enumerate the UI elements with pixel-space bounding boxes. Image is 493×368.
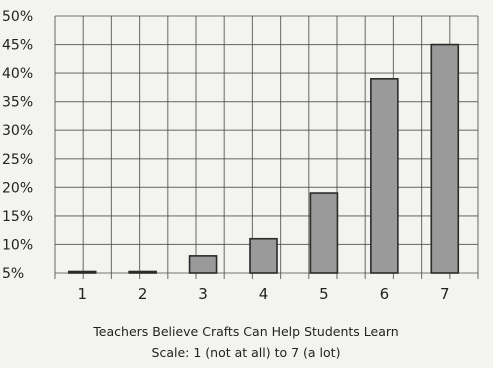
y-tick-label: 30% — [2, 123, 33, 139]
y-tick-label: 40% — [2, 66, 33, 82]
x-tick-label: 5 — [319, 285, 329, 303]
y-tick-label: 15% — [2, 209, 33, 225]
y-tick-label: 35% — [2, 95, 33, 111]
x-tick-label: 6 — [380, 285, 390, 303]
x-tick-label: 7 — [440, 285, 450, 303]
y-tick-label: 25% — [2, 152, 33, 168]
bar-2 — [128, 270, 157, 274]
chart-subtitle: Scale: 1 (not at all) to 7 (a lot) — [152, 345, 341, 360]
x-tick-label: 2 — [138, 285, 148, 303]
bar-3 — [188, 255, 218, 274]
bar-7 — [430, 43, 460, 274]
y-tick-label: 5% — [2, 266, 24, 282]
bar-1 — [67, 270, 97, 274]
y-tick-label: 50% — [2, 9, 33, 25]
y-tick-label: 20% — [2, 180, 33, 196]
bars — [67, 43, 460, 274]
x-tick-label: 3 — [198, 285, 208, 303]
bar-5 — [309, 192, 339, 274]
chart-title: Teachers Believe Crafts Can Help Student… — [92, 324, 398, 339]
y-axis-ticks: 50% 45% 40% 35% 30% 25% 20% 15% 10% 5% — [2, 9, 33, 282]
x-tick-label: 4 — [259, 285, 269, 303]
x-tick-label: 1 — [77, 285, 87, 303]
y-tick-label: 45% — [2, 38, 33, 54]
bar-4 — [249, 237, 278, 274]
y-tick-label: 10% — [2, 237, 33, 253]
x-axis-ticks: 1 2 3 4 5 6 7 — [77, 285, 449, 303]
bar-6 — [370, 78, 399, 274]
